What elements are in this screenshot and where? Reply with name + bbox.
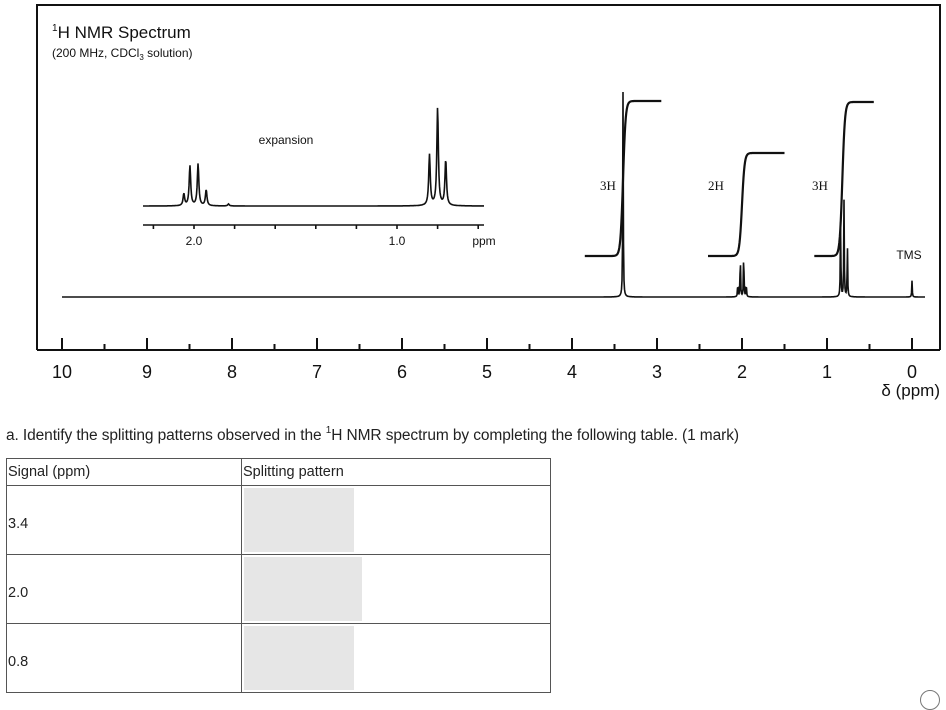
title-text: H NMR Spectrum [58, 23, 191, 42]
tick-label: 7 [312, 362, 322, 382]
signal-value: 3.4 [8, 516, 29, 532]
integral-curve [584, 99, 662, 258]
expansion-label: expansion [259, 133, 314, 147]
tick-label: 6 [397, 362, 407, 382]
integral-label: 3H [600, 178, 616, 193]
inset-trace [143, 107, 484, 207]
table-row: 3.4 [6, 485, 551, 555]
table-header-row: Signal (ppm) Splitting pattern [6, 458, 551, 486]
expansion-inset: expansion 2.0 1.0 ppm [143, 107, 496, 248]
help-icon[interactable] [920, 690, 940, 710]
answer-input-3.4[interactable] [244, 488, 354, 552]
tick-label: 1 [822, 362, 832, 382]
tick-label: 2 [737, 362, 747, 382]
inset-tick-label: 1.0 [389, 234, 406, 248]
integral-label: 3H [812, 178, 828, 193]
tick-label: 3 [652, 362, 662, 382]
chart-title: 1H NMR Spectrum [52, 23, 191, 42]
answer-input-0.8[interactable] [244, 626, 354, 690]
x-axis-title: δ (ppm) [881, 381, 940, 400]
signal-value: 2.0 [8, 585, 29, 601]
tick-label: 0 [907, 362, 917, 382]
tms-label: TMS [896, 248, 921, 262]
tick-label: 10 [52, 362, 72, 382]
tick-label: 4 [567, 362, 577, 382]
integral-curve [814, 100, 874, 258]
spectrum-trace [62, 91, 925, 298]
inset-ppm-label: ppm [472, 234, 495, 248]
x-axis-tick-labels: 10 9 8 7 6 5 4 3 2 1 0 [52, 362, 917, 382]
header-splitting-pattern: Splitting pattern [241, 458, 551, 486]
table-row: 2.0 [6, 554, 551, 624]
inset-axis-ticks: 2.0 1.0 [152, 225, 480, 248]
integral-label: 2H [708, 178, 724, 193]
signal-value: 0.8 [8, 654, 29, 670]
chart-subtitle: (200 MHz, CDCl3 solution) [52, 46, 193, 62]
nmr-spectrum-chart: 1H NMR Spectrum (200 MHz, CDCl3 solution… [36, 4, 941, 400]
splitting-pattern-table: Signal (ppm) Splitting pattern 3.4 2.0 0… [6, 458, 551, 693]
integral-curve [708, 151, 785, 258]
tick-label: 5 [482, 362, 492, 382]
x-axis-ticks [61, 338, 913, 350]
header-signal: Signal (ppm) [6, 458, 242, 486]
integral-curves: 3H 2H 3H [584, 99, 874, 258]
answer-input-2.0[interactable] [244, 557, 362, 621]
tick-label: 9 [142, 362, 152, 382]
question-text: a. Identify the splitting patterns obser… [6, 425, 739, 445]
table-row: 0.8 [6, 623, 551, 693]
inset-tick-label: 2.0 [186, 234, 203, 248]
chart-frame [36, 4, 941, 350]
tick-label: 8 [227, 362, 237, 382]
title-superscript: 1 [52, 23, 58, 34]
